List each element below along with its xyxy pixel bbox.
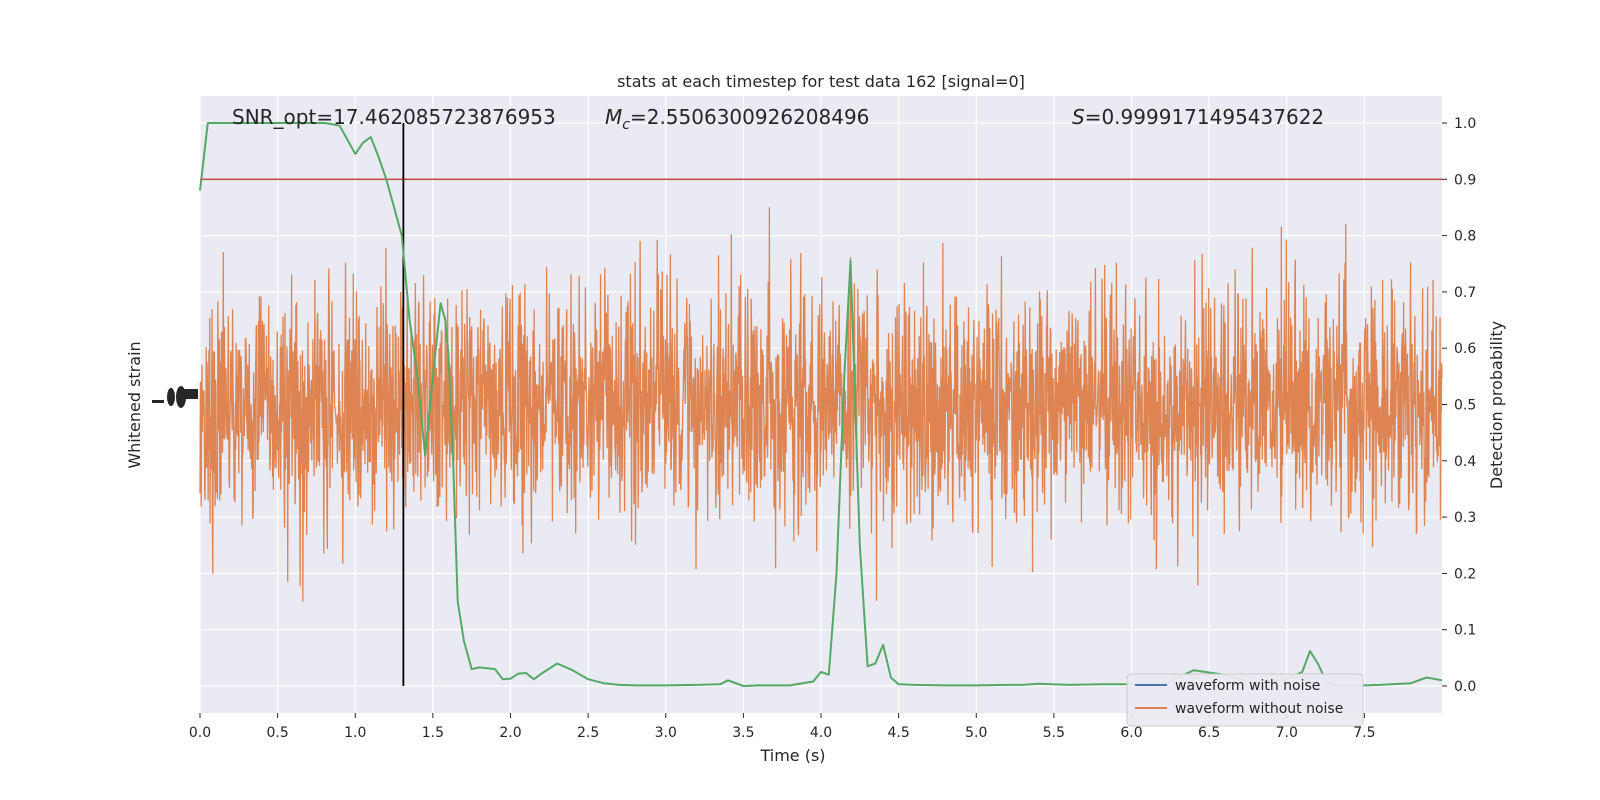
y-tick-label: 0.1: [1454, 623, 1476, 639]
x-tick-labels: 0.0 0.5 1.0 1.5 2.0 2.5 3.0 3.5 4.0 4.5 5.0 5.5 6.0 6…: [189, 713, 1376, 741]
x-tick-label: 0.0: [189, 725, 211, 741]
series-waveform-without-noise: [199, 207, 1443, 602]
legend-label-with-noise: waveform with noise: [1175, 678, 1320, 694]
x-axis-label: Time (s): [759, 746, 825, 765]
x-tick-label: 7.5: [1353, 725, 1375, 741]
x-tick-label: 7.0: [1276, 725, 1298, 741]
left-axis-ticks: [152, 386, 198, 408]
legend-label-without-noise: waveform without noise: [1175, 701, 1343, 717]
x-tick-label: 2.0: [499, 725, 521, 741]
y-tick-label: 1.0: [1454, 116, 1476, 132]
x-tick-label: 3.0: [655, 725, 677, 741]
y-tick-label: 0.2: [1454, 566, 1476, 582]
annotation-snr: SNR_opt=17.462085723876953: [232, 105, 556, 129]
y-tick-label: 0.8: [1454, 229, 1476, 245]
x-tick-label: 3.5: [732, 725, 754, 741]
x-tick-label: 6.0: [1120, 725, 1142, 741]
legend: waveform with noise waveform without noi…: [1126, 673, 1364, 727]
x-tick-label: 4.5: [887, 725, 909, 741]
noise-waveform-path: [199, 207, 1443, 602]
y-tick-labels: 0.0 0.1 0.2 0.3 0.4 0.5 0.6 0.7 0.8 0.9 1.0: [1442, 116, 1476, 695]
x-tick-label: 1.5: [422, 725, 444, 741]
chart-title: stats at each timestep for test data 162…: [617, 72, 1025, 91]
y-tick-label: 0.9: [1454, 172, 1476, 188]
x-tick-label: 5.0: [965, 725, 987, 741]
y-tick-label: 0.5: [1454, 398, 1476, 414]
x-tick-label: 4.0: [810, 725, 832, 741]
y-tick-label: 0.3: [1454, 510, 1476, 526]
annotation-score: S=0.9999171495437622: [1072, 105, 1324, 129]
y-tick-label: 0.7: [1454, 285, 1476, 301]
y-tick-label: 0.6: [1454, 341, 1476, 357]
x-tick-label: 2.5: [577, 725, 599, 741]
x-tick-label: 1.0: [344, 725, 366, 741]
annotation-chirp-mass: Mc=2.5506300926208496: [605, 105, 869, 133]
y-tick-label: 0.4: [1454, 454, 1476, 470]
y-axis-label-left: Whitened strain: [125, 341, 144, 468]
y-axis-label-right: Detection probability: [1487, 321, 1506, 489]
x-tick-label: 6.5: [1198, 725, 1220, 741]
legend-box: [1126, 673, 1364, 727]
y-tick-label: 0.0: [1454, 679, 1476, 695]
x-tick-label: 0.5: [266, 725, 288, 741]
x-tick-label: 5.5: [1043, 725, 1065, 741]
